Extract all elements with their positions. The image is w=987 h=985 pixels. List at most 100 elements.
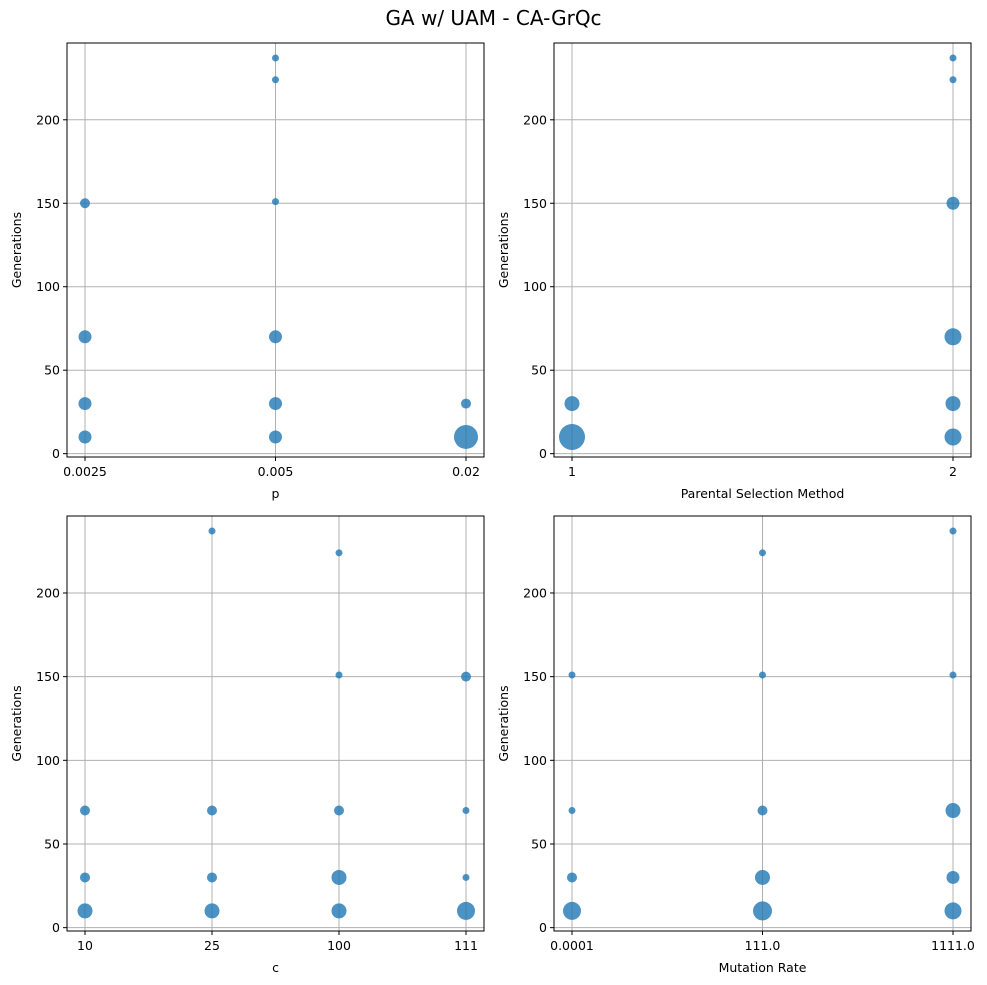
y-tick-label: 50	[531, 363, 547, 378]
y-tick-label: 200	[523, 585, 547, 600]
data-point	[568, 671, 576, 679]
data-point	[462, 873, 470, 881]
data-point	[946, 870, 960, 884]
plot-frame	[553, 42, 972, 458]
y-tick-label: 200	[36, 585, 60, 600]
data-point	[945, 396, 961, 412]
y-tick-label: 150	[523, 669, 547, 684]
data-point	[944, 428, 962, 446]
data-point	[944, 328, 962, 346]
y-tick-label: 100	[523, 279, 547, 294]
y-tick-label: 0	[539, 446, 547, 461]
data-point	[753, 901, 772, 921]
y-axis-label: Generations	[9, 212, 24, 288]
plot-frame	[553, 515, 972, 932]
y-tick-label: 50	[44, 363, 60, 378]
data-point	[207, 872, 217, 883]
data-point	[78, 330, 92, 344]
y-tick-label: 50	[44, 836, 60, 851]
data-point	[78, 430, 92, 444]
data-point	[559, 423, 585, 450]
chart-panel-3: 0 50 100 150 200 10 25 100 111 c Generations	[9, 515, 485, 975]
data-point	[567, 872, 577, 883]
data-point	[331, 869, 347, 885]
plot-frame	[66, 42, 485, 458]
data-point	[334, 805, 344, 816]
x-axis-label: Mutation Rate	[719, 960, 807, 975]
data-point	[949, 54, 957, 62]
y-tick-label: 0	[52, 446, 60, 461]
data-point	[949, 671, 957, 679]
y-tick-label: 100	[36, 279, 60, 294]
data-point	[272, 198, 279, 206]
x-tick-label: 111.0	[745, 938, 781, 953]
y-tick-label: 200	[523, 112, 547, 127]
x-tick-label: 2	[949, 464, 957, 479]
data-point	[331, 903, 347, 919]
data-point	[80, 872, 90, 883]
x-tick-label: 0.0025	[63, 464, 107, 479]
data-point	[949, 527, 957, 535]
chart-panel-2: 0 50 100 150 200 1 2 Parental Selection Method G…	[496, 42, 972, 501]
data-point	[208, 527, 216, 535]
data-point	[269, 397, 282, 411]
data-point	[946, 196, 960, 210]
figure-title: GA w/ UAM - CA-GrQc	[385, 6, 602, 30]
y-tick-label: 150	[36, 196, 60, 211]
data-point	[272, 54, 279, 62]
x-tick-label: 25	[204, 938, 220, 953]
data-point	[564, 396, 580, 412]
data-point	[945, 803, 961, 819]
x-tick-label: 0.005	[258, 464, 294, 479]
x-axis-label: p	[272, 486, 280, 501]
x-tick-label: 1	[568, 464, 576, 479]
data-point	[269, 330, 282, 344]
x-tick-label: 100	[327, 938, 351, 953]
data-point	[80, 198, 90, 209]
y-tick-label: 200	[36, 112, 60, 127]
data-point	[77, 903, 93, 919]
x-tick-label: 1111.0	[931, 938, 975, 953]
y-tick-label: 50	[531, 836, 547, 851]
x-tick-label: 111	[454, 938, 478, 953]
y-tick-label: 150	[523, 196, 547, 211]
data-point	[207, 805, 217, 816]
data-point	[454, 424, 478, 449]
y-axis-label: Generations	[496, 212, 511, 288]
data-point	[949, 76, 957, 84]
data-point	[462, 807, 470, 815]
y-tick-label: 100	[36, 753, 60, 768]
data-point	[457, 901, 475, 920]
x-tick-label: 0.02	[452, 464, 480, 479]
plot-frame	[66, 515, 485, 932]
x-tick-label: 10	[77, 938, 93, 953]
data-point	[272, 76, 279, 84]
data-point	[269, 430, 282, 444]
data-point	[335, 549, 343, 557]
y-tick-label: 150	[36, 669, 60, 684]
data-point	[461, 671, 471, 682]
data-point	[568, 807, 576, 815]
y-axis-label: Generations	[9, 685, 24, 761]
y-tick-label: 100	[523, 753, 547, 768]
x-axis-label: c	[272, 960, 279, 975]
y-tick-label: 0	[539, 920, 547, 935]
data-point	[944, 902, 962, 920]
data-point	[78, 397, 92, 411]
data-point	[80, 805, 90, 816]
chart-panel-4: 0 50 100 150 200 0.0001 111.0 1111.0 Mutation Ra…	[496, 515, 975, 975]
data-point	[204, 903, 220, 919]
y-axis-label: Generations	[496, 685, 511, 761]
data-point	[757, 805, 768, 816]
x-axis-label: Parental Selection Method	[681, 486, 845, 501]
data-point	[335, 671, 343, 679]
data-point	[755, 869, 770, 885]
data-point	[759, 671, 766, 679]
x-tick-label: 0.0001	[550, 938, 594, 953]
y-tick-label: 0	[52, 920, 60, 935]
data-point	[759, 549, 766, 557]
chart-panel-1: 0 50 100 150 200 0.0025 0.005 0.02 p Generations	[9, 42, 485, 501]
data-point	[461, 398, 471, 409]
data-point	[563, 901, 581, 920]
